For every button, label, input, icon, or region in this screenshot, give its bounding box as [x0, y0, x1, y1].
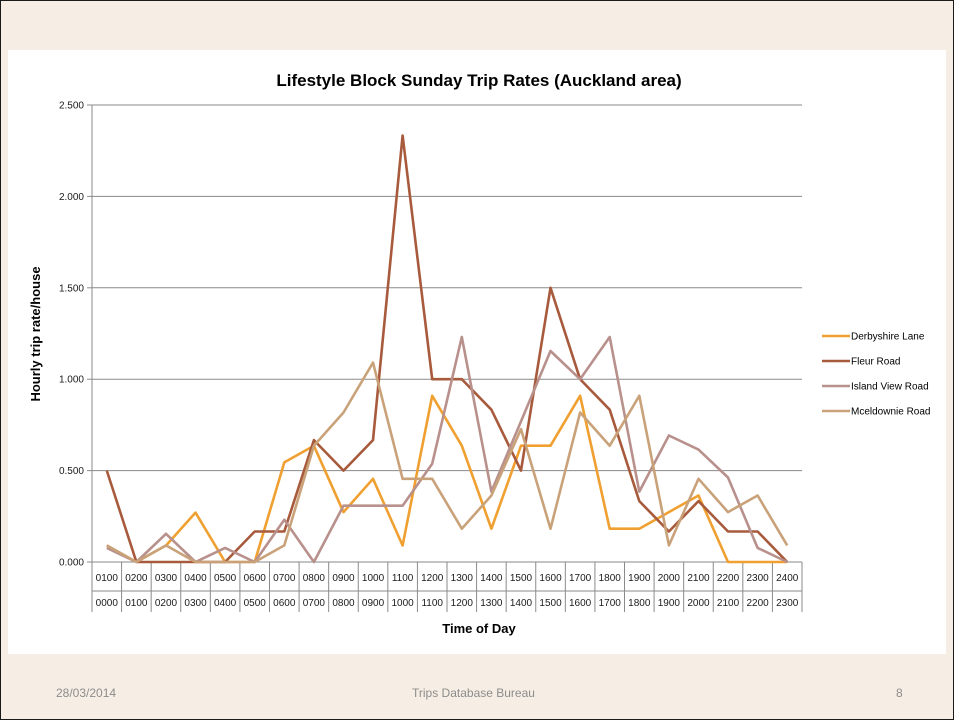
- chart-series: [105, 134, 789, 564]
- x-tick-label-start: 0300: [184, 598, 207, 609]
- x-tick-label-start: 2200: [747, 598, 770, 609]
- x-tick-label-start: 1300: [480, 598, 503, 609]
- x-tick-label-end: 0900: [332, 573, 355, 584]
- x-tick-label-end: 0800: [303, 573, 326, 584]
- x-tick-label-end: 1800: [599, 573, 622, 584]
- y-tick-label: 1.000: [59, 375, 84, 386]
- x-tick-label-end: 2100: [687, 573, 710, 584]
- y-tick-label: 2.000: [59, 192, 84, 203]
- x-tick-label-start: 1100: [421, 598, 443, 609]
- chart-legend: Derbyshire Lane Fleur Road Island View Roa…: [822, 332, 931, 418]
- footer-date: 28/03/2014: [56, 686, 117, 700]
- x-tick-label-start: 0600: [273, 598, 296, 609]
- x-tick-label-end: 1500: [510, 573, 533, 584]
- x-tick-label-end: 2200: [717, 573, 740, 584]
- x-tick-label-start: 0100: [125, 598, 148, 609]
- x-axis-title: Time of Day: [442, 621, 516, 636]
- x-tick-label-start: 2300: [776, 598, 799, 609]
- series-line: [106, 361, 789, 564]
- slide-header-band: [0, 0, 954, 50]
- x-tick-label-end: 1100: [392, 573, 414, 584]
- x-tick-label-start: 0200: [155, 598, 178, 609]
- footer-page-number: 8: [896, 686, 903, 700]
- y-axis-title: Hourly trip rate/house: [28, 266, 43, 401]
- chart-title: Lifestyle Block Sunday Trip Rates (Auckl…: [276, 71, 681, 90]
- series-line: [106, 335, 788, 564]
- x-tick-label-end: 0500: [214, 573, 237, 584]
- x-tick-label-start: 1400: [510, 598, 533, 609]
- x-tick-label-end: 2400: [776, 573, 799, 584]
- x-tick-label-start: 0800: [332, 598, 355, 609]
- x-tick-label-end: 1000: [362, 573, 385, 584]
- x-tick-label-start: 1800: [628, 598, 651, 609]
- x-tick-label-start: 1600: [569, 598, 592, 609]
- x-tick-label-end: 0400: [184, 573, 207, 584]
- y-tick-label: 0.500: [59, 466, 84, 477]
- x-tick-label-start: 0700: [303, 598, 326, 609]
- x-tick-label-end: 2300: [747, 573, 770, 584]
- x-tick-label-end: 1200: [421, 573, 444, 584]
- x-tick-label-start: 0000: [96, 598, 119, 609]
- x-tick-label-start: 0500: [244, 598, 267, 609]
- series-line: [105, 134, 789, 564]
- x-tick-label-end: 0700: [273, 573, 296, 584]
- x-tick-label-start: 1000: [392, 598, 415, 609]
- y-tick-label: 0.000: [59, 558, 84, 569]
- legend-label: Fleur Road: [851, 357, 900, 368]
- x-tick-label-end: 0100: [96, 573, 119, 584]
- chart-gridlines: [91, 104, 802, 563]
- x-axis-ticks: 0100 0000 0200 0100 0300 0200 0400 0300 0500 0400…: [91, 562, 803, 612]
- x-tick-label-end: 1900: [628, 573, 651, 584]
- y-tick-label: 1.500: [59, 283, 84, 294]
- y-tick-label: 2.500: [59, 101, 84, 112]
- y-axis-ticks: 0.000 0.500 1.000 1.500 2.000 2.500: [59, 101, 92, 569]
- legend-label: Mceldownie Road: [851, 407, 931, 418]
- series-line: [106, 394, 788, 564]
- x-tick-label-start: 1900: [658, 598, 681, 609]
- x-tick-label-start: 1200: [451, 598, 474, 609]
- x-tick-label-end: 1300: [451, 573, 474, 584]
- x-tick-label-end: 0600: [244, 573, 267, 584]
- footer-organisation: Trips Database Bureau: [412, 686, 535, 700]
- x-tick-label-end: 1700: [569, 573, 592, 584]
- legend-label: Derbyshire Lane: [851, 332, 925, 343]
- x-tick-label-start: 2100: [717, 598, 740, 609]
- x-tick-label-start: 0900: [362, 598, 385, 609]
- slide-content-panel: [8, 50, 946, 654]
- x-tick-label-end: 0200: [125, 573, 148, 584]
- x-tick-label-end: 1400: [480, 573, 503, 584]
- x-tick-label-start: 0400: [214, 598, 237, 609]
- x-tick-label-end: 0300: [155, 573, 178, 584]
- legend-label: Island View Road: [851, 382, 929, 393]
- x-tick-label-start: 1700: [599, 598, 622, 609]
- x-tick-label-end: 1600: [539, 573, 562, 584]
- x-tick-label-start: 2000: [687, 598, 710, 609]
- x-tick-label-end: 2000: [658, 573, 681, 584]
- x-tick-label-start: 1500: [539, 598, 562, 609]
